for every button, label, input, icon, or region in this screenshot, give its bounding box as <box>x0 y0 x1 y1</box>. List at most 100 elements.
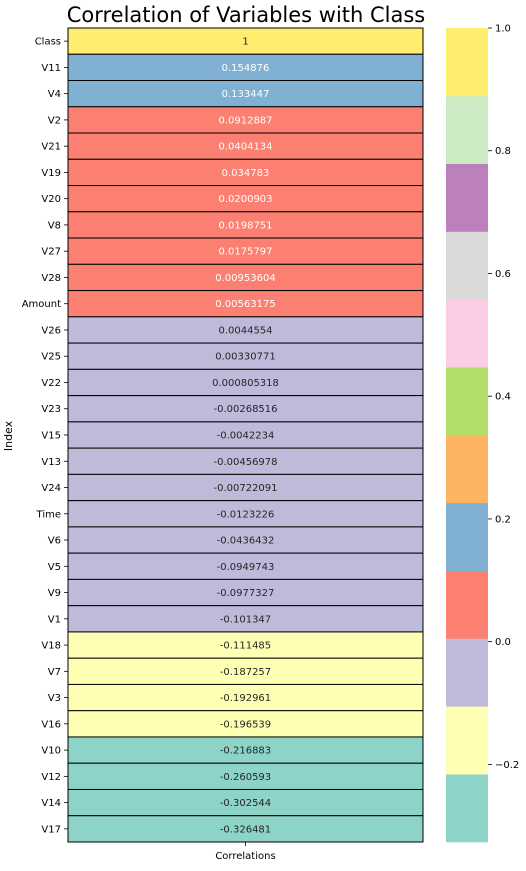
cell-value-label: -0.00456978 <box>213 457 277 468</box>
row-tick-label: V9 <box>48 588 61 599</box>
cell-value-label: 0.00330771 <box>215 352 275 363</box>
heatmap-cells: 1 0.154876 0.133447 0.0912887 0.0404134 0.034… <box>67 27 424 843</box>
row-tick-label: V5 <box>48 562 61 573</box>
cell-value-label: 0.00563175 <box>215 299 275 310</box>
cell-value-label: -0.260593 <box>220 772 271 783</box>
row-tick-label: V7 <box>48 667 61 678</box>
cell-value-label: 0.0404134 <box>218 142 272 153</box>
cell-value-label: -0.326481 <box>220 824 271 835</box>
cell-value-label: 0.0175797 <box>218 247 272 258</box>
heatmap-cell <box>67 788 424 817</box>
row-tick-label: V2 <box>48 115 61 126</box>
heatmap-cell <box>67 605 424 633</box>
y-axis-label: Index <box>2 420 15 451</box>
row-tick-label: V1 <box>48 614 61 625</box>
row-tick-label: V25 <box>41 352 61 363</box>
cell-value-label: 0.0200903 <box>218 194 272 205</box>
colorbar-segment <box>446 706 488 775</box>
row-tick-label: Amount <box>22 299 61 310</box>
cell-value-label: 1 <box>242 37 248 48</box>
row-tick-label: V11 <box>41 63 61 74</box>
colorbar-segment <box>446 367 488 436</box>
heatmap-cell <box>67 80 424 108</box>
cell-value-label: 0.034783 <box>222 168 270 179</box>
colorbar-segment <box>446 570 488 639</box>
row-tick-label: V17 <box>41 824 61 835</box>
cell-value-label: -0.196539 <box>220 719 271 730</box>
heatmap-cell <box>67 368 424 397</box>
heatmap-cell <box>67 762 424 790</box>
cell-value-label: -0.00268516 <box>213 404 277 415</box>
row-tick-label: V20 <box>41 194 61 205</box>
cell-value-label: -0.101347 <box>220 614 271 625</box>
row-tick-label: Class <box>35 37 61 48</box>
heatmap-cell <box>67 53 424 82</box>
colorbar-segment <box>446 163 488 232</box>
colorbar-segment <box>446 435 488 504</box>
heatmap-cell <box>67 736 424 764</box>
row-labels: Class V11 V4 V2 V21 V19 V20 V8 V27 V28 Amount V26 V2… <box>22 37 68 835</box>
row-tick-label: V27 <box>41 247 61 258</box>
colorbar-segment <box>446 28 488 97</box>
heatmap-cell <box>67 526 424 554</box>
cell-value-label: -0.187257 <box>220 667 271 678</box>
cell-value-label: 0.0198751 <box>218 220 272 231</box>
cell-value-label: 0.0912887 <box>218 115 272 126</box>
cell-value-label: -0.0123226 <box>217 509 275 520</box>
heatmap-cell <box>67 578 424 607</box>
colorbar-segment <box>446 299 488 368</box>
colorbar-segment <box>446 502 488 571</box>
row-tick-label: V15 <box>41 431 61 442</box>
row-tick-label: V24 <box>41 483 61 494</box>
colorbar-tick-label: 0.6 <box>495 269 511 280</box>
row-tick-label: V10 <box>41 746 61 757</box>
row-tick-label: V14 <box>41 798 61 809</box>
cell-value-label: -0.0949743 <box>217 562 275 573</box>
cell-value-label: -0.0042234 <box>217 431 275 442</box>
colorbar-tick-label: 0.2 <box>495 514 511 525</box>
column-tick-label: Correlations <box>215 851 275 862</box>
heatmap-cell <box>67 27 424 55</box>
colorbar-segment <box>446 95 488 164</box>
row-tick-label: V6 <box>48 536 61 547</box>
colorbar-tick-label: 0.8 <box>495 146 511 157</box>
column-labels: Correlations <box>215 842 276 862</box>
row-tick-label: V19 <box>41 168 61 179</box>
heatmap-cell <box>67 500 424 528</box>
row-tick-label: Time <box>36 509 61 520</box>
row-tick-label: V8 <box>48 220 61 231</box>
row-tick-label: V3 <box>48 693 61 704</box>
cell-value-label: -0.216883 <box>220 746 271 757</box>
row-tick-label: V23 <box>41 404 61 415</box>
heatmap-cell <box>67 263 424 292</box>
cell-value-label: 0.133447 <box>222 89 270 100</box>
cell-value-label: -0.0977327 <box>217 588 275 599</box>
cell-value-label: 0.00953604 <box>215 273 275 284</box>
row-tick-label: V21 <box>41 142 61 153</box>
row-tick-label: V12 <box>41 772 61 783</box>
heatmap-cell <box>67 290 424 318</box>
row-tick-label: V26 <box>41 325 61 336</box>
row-tick-label: V28 <box>41 273 61 284</box>
colorbar-segment <box>446 774 488 843</box>
chart-title: Correlation of Variables with Class <box>67 3 426 27</box>
heatmap-cell <box>67 552 424 580</box>
heatmap-cell <box>67 106 424 134</box>
row-tick-label: V18 <box>41 641 61 652</box>
colorbar-segment <box>446 231 488 300</box>
row-tick-label: V16 <box>41 719 61 730</box>
cell-value-label: 0.0044554 <box>218 325 272 336</box>
row-tick-label: V22 <box>41 378 61 389</box>
heatmap-cell <box>67 710 424 738</box>
colorbar: −0.2 0.0 0.2 0.4 0.6 0.8 1.0 <box>446 24 519 843</box>
heatmap-cell <box>67 815 424 843</box>
cell-value-label: -0.00722091 <box>213 483 277 494</box>
cell-value-label: 0.000805318 <box>212 378 279 389</box>
row-tick-label: V4 <box>48 89 61 100</box>
cell-value-label: -0.302544 <box>220 798 271 809</box>
colorbar-tick-label: 0.4 <box>495 392 511 403</box>
colorbar-segment <box>446 638 488 707</box>
cell-value-label: -0.0436432 <box>217 536 275 547</box>
